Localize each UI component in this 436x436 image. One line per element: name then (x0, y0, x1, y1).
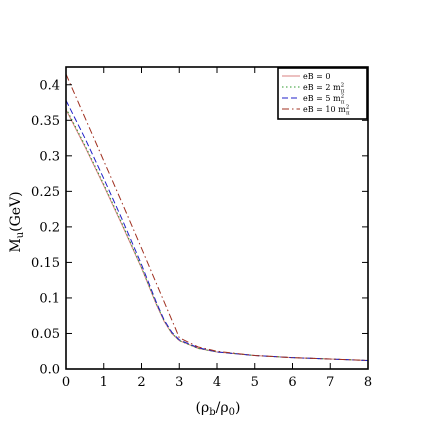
series-line-3 (65, 73, 369, 361)
x-tick-label: 1 (100, 375, 108, 390)
y-axis-title-subscript: u (15, 231, 26, 238)
legend-label-2: eB = 5 m2 π (303, 94, 345, 106)
x-axis-title: (ρb/ρ0) (196, 400, 241, 418)
y-tick-label: 0.25 (31, 185, 60, 200)
y-tick-label: 0.0 (39, 363, 60, 378)
series-line-2 (65, 100, 369, 361)
x-tick-label: 0 (62, 375, 70, 390)
y-tick-label: 0.2 (39, 220, 60, 235)
x-axis-title-sub-0: 0 (229, 407, 235, 418)
y-tick-label: 0.15 (31, 256, 60, 271)
x-tick-label: 3 (175, 375, 183, 390)
legend-label-0: eB = 0 (303, 72, 331, 81)
y-tick-label: 0.4 (39, 78, 60, 93)
x-axis-title-close: ) (235, 400, 240, 416)
x-tick-label: 7 (326, 375, 334, 390)
y-tick-label: 0.1 (39, 291, 60, 306)
legend-label-1: eB = 2 m2 π (303, 83, 345, 95)
x-axis-title-slash: /ρ (216, 400, 229, 416)
y-tick-label: 0.35 (31, 114, 60, 129)
x-tick-label: 2 (137, 375, 145, 390)
x-axis-title-sub-b: b (209, 407, 215, 418)
x-tick-label: 6 (288, 375, 296, 390)
series-line-1 (65, 107, 369, 361)
y-axis-title-unit: (GeV) (8, 191, 24, 232)
legend-label-3: eB = 10 m2 π (303, 105, 350, 117)
x-tick-label: 5 (251, 375, 259, 390)
x-tick-label: 8 (364, 375, 372, 390)
y-axis-title: Mu(GeV) (8, 191, 26, 252)
legend: eB = 0 eB = 2 m2 πeB = 5 m2 πeB = 10 m2 π (277, 67, 368, 120)
x-tick-label: 4 (213, 375, 221, 390)
y-tick-label: 0.3 (39, 149, 60, 164)
y-tick-label: 0.05 (31, 327, 60, 342)
series-line-0 (65, 109, 369, 361)
